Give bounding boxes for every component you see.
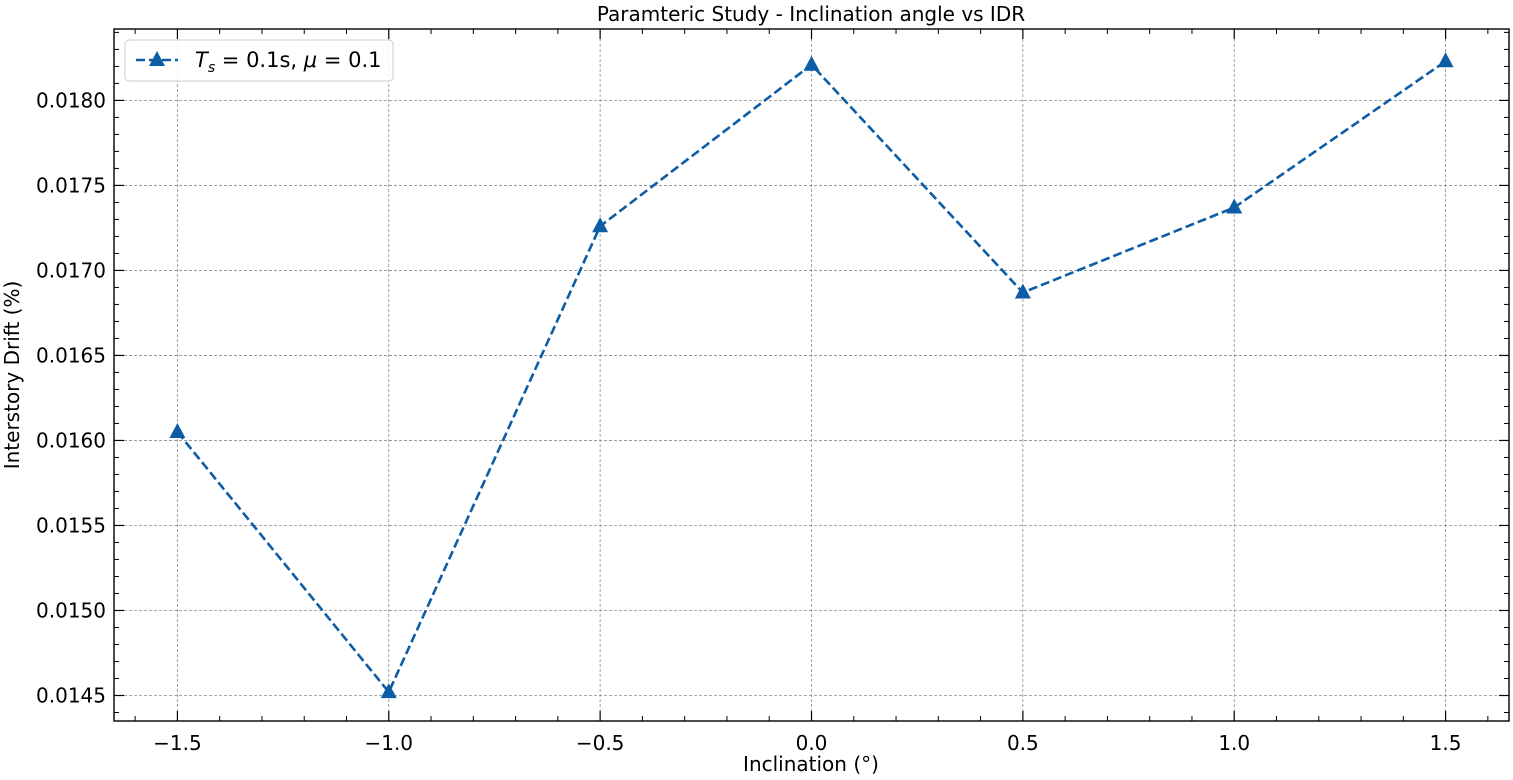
data-point-marker <box>803 55 820 71</box>
ticks <box>114 29 1509 721</box>
y-tick-label: 0.0170 <box>36 258 106 282</box>
data-point-marker <box>169 422 186 438</box>
x-tick-label: 0.0 <box>796 731 828 755</box>
legend-label: Ts = 0.1s, μ = 0.1 <box>195 48 381 76</box>
x-tick-label: 0.5 <box>1007 731 1039 755</box>
data-point-marker <box>380 683 397 699</box>
x-axis-label: Inclination (°) <box>743 752 879 776</box>
grid <box>114 29 1509 721</box>
y-tick-label: 0.0150 <box>36 598 106 622</box>
x-tick-label: 1.0 <box>1218 731 1250 755</box>
y-tick-label: 0.0155 <box>36 513 106 537</box>
y-tick-label: 0.0175 <box>36 173 106 197</box>
tick-labels: −1.5 −1.0 −0.5 0.0 0.5 1.0 1.5 0.0145 0.0150 0.01… <box>36 88 1461 755</box>
data-point-marker <box>1014 283 1031 299</box>
x-tick-label: 1.5 <box>1430 731 1462 755</box>
legend-box <box>124 39 394 82</box>
x-tick-label: −0.5 <box>576 731 625 755</box>
data-point-marker <box>592 217 609 233</box>
legend-symbol-mu: μ <box>303 48 317 72</box>
x-tick-label: −1.0 <box>364 731 413 755</box>
series-layer <box>169 52 1454 699</box>
y-tick-label: 0.0180 <box>36 88 106 112</box>
legend-symbol-t: T <box>195 48 210 72</box>
x-tick-label: −1.5 <box>153 731 202 755</box>
y-tick-label: 0.0160 <box>36 428 106 452</box>
chart-title: Paramteric Study - Inclination angle vs … <box>597 2 1025 26</box>
data-point-marker <box>1226 198 1243 214</box>
y-tick-label: 0.0145 <box>36 683 106 707</box>
legend-marker-sample <box>149 51 165 66</box>
legend-symbol-sub: s <box>208 60 215 76</box>
y-axis-label: Interstory Drift (%) <box>0 281 24 470</box>
legend-eq2: = 0.1 <box>317 48 381 72</box>
y-tick-label: 0.0165 <box>36 343 106 367</box>
data-point-marker <box>1437 52 1454 68</box>
legend-eq1: = 0.1s, <box>215 48 304 72</box>
legend: Ts = 0.1s, μ = 0.1 <box>124 39 394 82</box>
